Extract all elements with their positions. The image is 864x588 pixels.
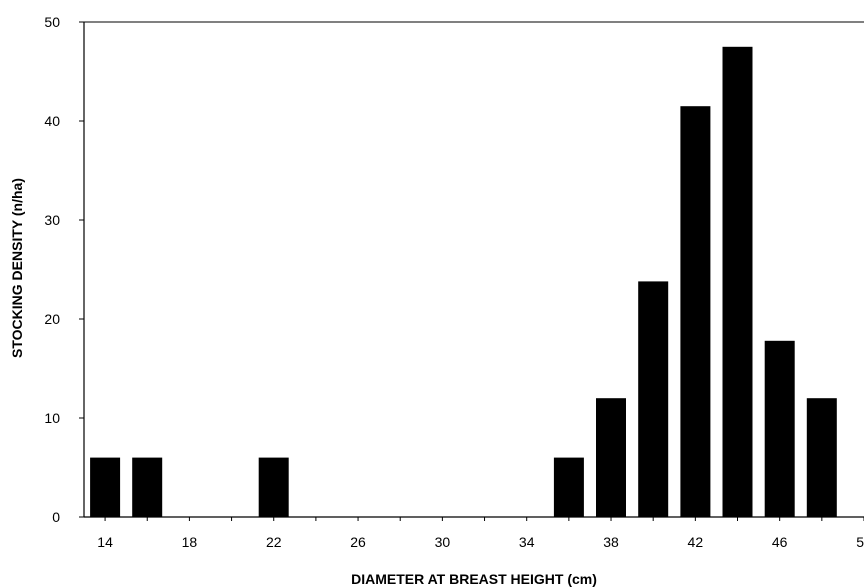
x-axis-ticks: 14 18 22 26 30 34 38 42 46 50 [97, 517, 864, 550]
y-tick-label: 10 [44, 410, 60, 426]
bar-dbh-46 [764, 340, 795, 517]
bar-dbh-16 [132, 457, 163, 517]
bar-dbh-44 [722, 46, 753, 518]
y-tick-label: 20 [44, 311, 60, 327]
x-tick-label: 50 [856, 534, 864, 550]
bar-dbh-42 [680, 106, 711, 517]
y-tick-label: 0 [52, 509, 60, 525]
y-tick-label: 30 [44, 212, 60, 228]
x-tick-label: 34 [519, 534, 535, 550]
y-axis-title: STOCKING DENSITY (n/ha) [9, 178, 25, 358]
bar-dbh-22 [258, 457, 289, 517]
y-tick-label: 50 [44, 14, 60, 30]
x-tick-label: 26 [350, 534, 366, 550]
x-tick-label: 42 [688, 534, 704, 550]
bar-dbh-38 [596, 398, 626, 517]
x-tick-label: 18 [182, 534, 198, 550]
x-axis-title: DIAMETER AT BREAST HEIGHT (cm) [351, 571, 597, 587]
y-axis-ticks: 0 10 20 30 40 50 [44, 14, 84, 525]
bar-dbh-48 [806, 398, 837, 517]
bar-dbh-14 [90, 457, 121, 517]
y-tick-label: 40 [44, 113, 60, 129]
x-tick-label: 22 [266, 534, 282, 550]
bar-dbh-36 [553, 457, 584, 517]
bars [90, 46, 837, 518]
bar-dbh-40 [638, 281, 669, 517]
x-tick-label: 14 [97, 534, 113, 550]
x-tick-label: 38 [603, 534, 619, 550]
x-tick-label: 46 [772, 534, 788, 550]
x-tick-label: 30 [435, 534, 451, 550]
